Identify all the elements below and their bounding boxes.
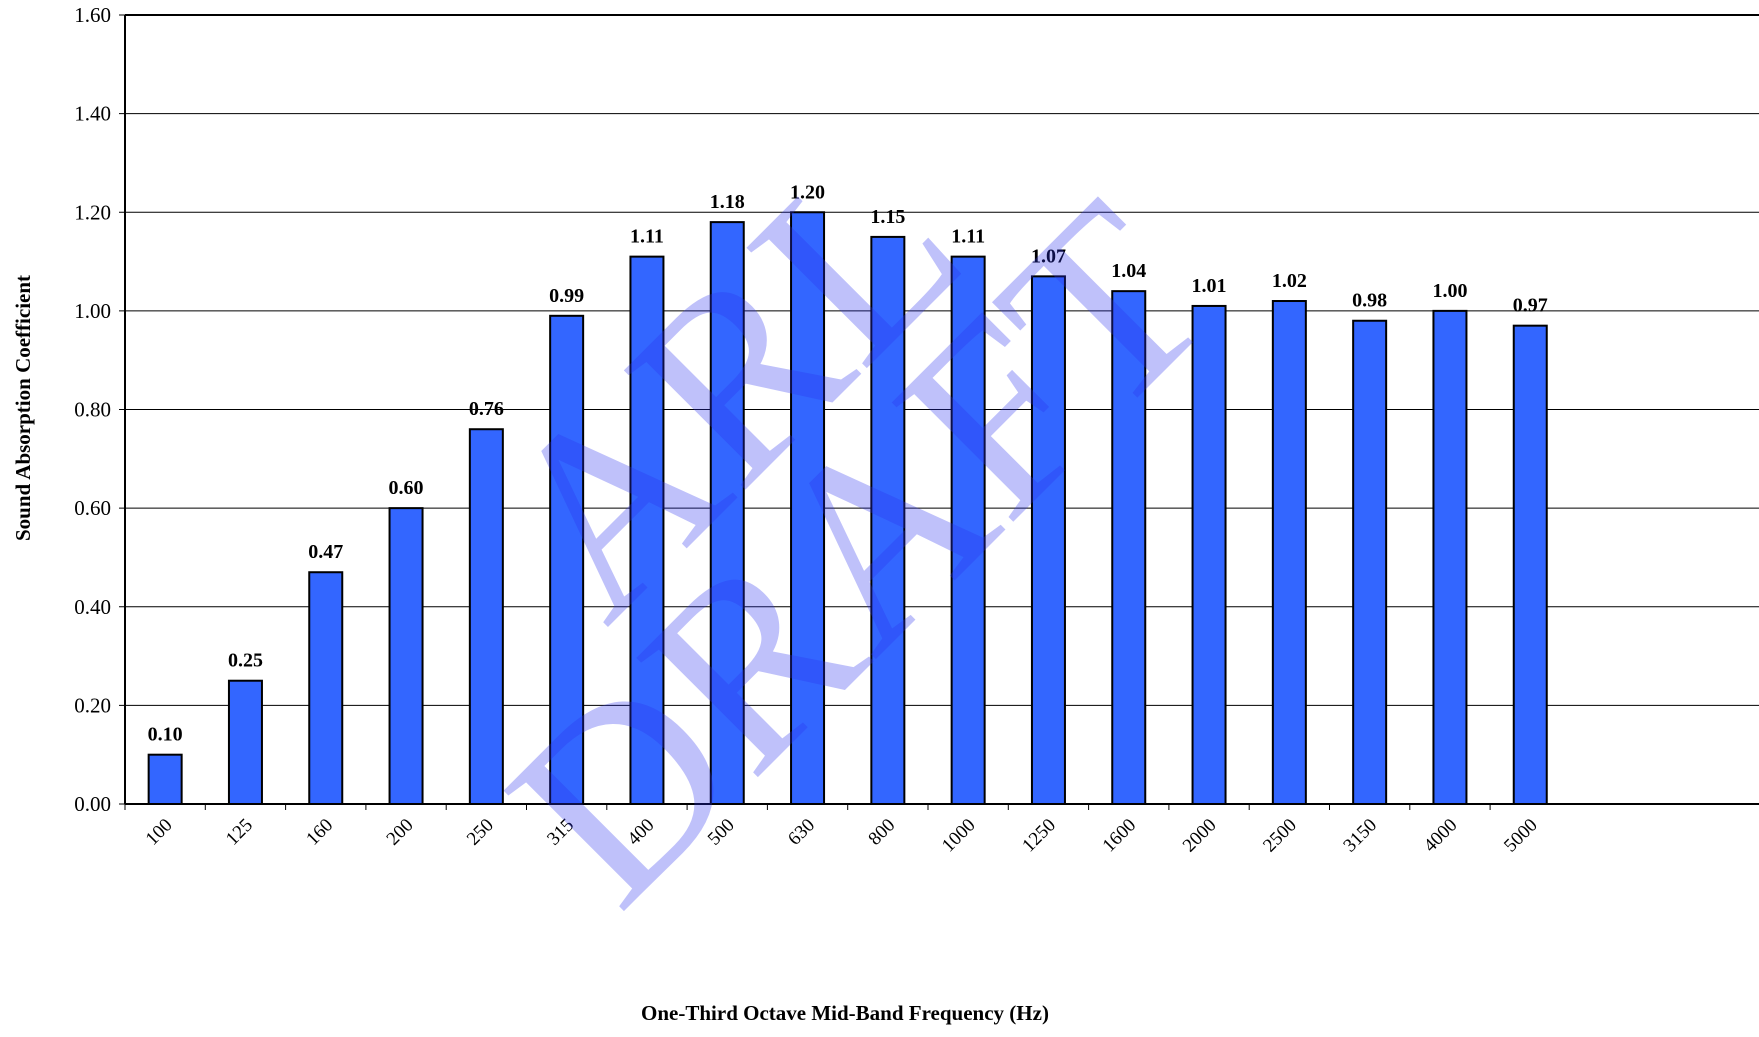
x-tick-label-2000: 2000 [1179,815,1221,857]
x-tick-label-3150: 3150 [1339,815,1381,857]
y-tick-label: 1.60 [74,3,111,27]
data-label-125: 0.25 [228,650,263,672]
y-tick-label: 0.20 [74,693,111,717]
bar-1000 [950,255,986,806]
data-label-315: 0.99 [549,285,584,307]
data-label-4000: 1.00 [1432,280,1467,302]
x-tick-label-100: 100 [142,815,177,850]
x-tick-label-200: 200 [383,815,418,850]
bar-4000 [1432,309,1468,805]
x-tick-label-125: 125 [222,815,257,850]
y-tick-label: 0.60 [74,496,111,520]
data-label-2000: 1.01 [1192,275,1227,297]
data-label-1250: 1.07 [1031,245,1066,267]
y-tick-label: 1.20 [74,200,111,224]
bar-400 [629,255,665,806]
data-label-400: 1.11 [630,226,664,248]
y-tick-label: 0.80 [74,398,111,422]
data-label-5000: 0.97 [1513,295,1548,317]
y-tick-label: 0.40 [74,595,111,619]
bar-125 [227,679,263,805]
y-tick-label: 0.00 [74,792,111,816]
data-label-800: 1.15 [870,206,905,228]
bar-5000 [1512,324,1548,805]
bar-2500 [1271,300,1307,805]
bar-160 [308,571,344,806]
x-axis-title: One-Third Octave Mid-Band Frequency (Hz) [641,1001,1049,1025]
y-tick-label: 1.40 [74,102,111,126]
x-tick-label-800: 800 [864,815,899,850]
data-label-3150: 0.98 [1352,290,1387,312]
data-label-630: 1.20 [790,181,825,203]
y-axis-title: Sound Absorption Coefficient [11,275,35,541]
data-label-160: 0.47 [308,541,343,563]
data-label-100: 0.10 [148,724,183,746]
x-tick-label-2500: 2500 [1259,815,1301,857]
x-tick-labels: 100 125 160 200 250 315 400 500 630 800 1000 1250 16… [142,815,1542,857]
x-tick-label-160: 160 [302,815,337,850]
bar-2000 [1191,304,1227,805]
data-label-1000: 1.11 [951,226,985,248]
x-tick-label-1600: 1600 [1099,815,1141,857]
x-tick-label-4000: 4000 [1420,815,1462,857]
data-label-200: 0.60 [389,477,424,499]
bar-315 [549,314,585,805]
x-tick-label-1250: 1250 [1018,815,1060,857]
y-tick-label: 1.00 [74,299,111,323]
bars [147,211,1548,806]
x-tick-label-250: 250 [463,815,498,850]
data-label-2500: 1.02 [1272,270,1307,292]
data-labels: 0.10 0.25 0.47 0.60 0.76 0.99 1.11 1.18 1.20 1.15… [148,181,1548,745]
data-label-500: 1.18 [710,191,745,213]
axes [119,14,1759,810]
bar-500 [709,221,745,806]
bar-200 [388,507,424,805]
bar-100 [147,753,183,805]
x-tick-label-1000: 1000 [938,815,980,857]
data-label-1600: 1.04 [1111,260,1146,282]
data-label-250: 0.76 [469,398,504,420]
bar-800 [870,235,906,805]
y-tick-labels: 0.00 0.20 0.40 0.60 0.80 1.00 1.20 1.40 1.60 [74,3,111,816]
bar-3150 [1352,319,1388,805]
x-tick-label-5000: 5000 [1500,815,1542,857]
